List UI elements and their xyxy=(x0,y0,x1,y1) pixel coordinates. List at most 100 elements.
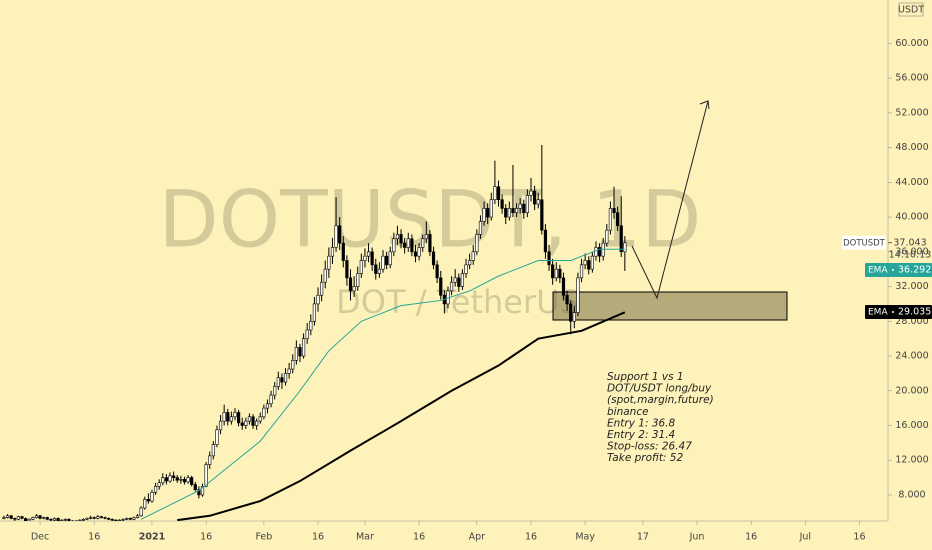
candle-body xyxy=(5,515,10,518)
candle-body xyxy=(125,518,129,520)
candle-body xyxy=(345,260,349,279)
candle-body xyxy=(341,242,345,261)
candle-body xyxy=(63,518,67,521)
candle-body xyxy=(42,517,46,519)
candle-body xyxy=(468,260,472,266)
candle-body xyxy=(251,416,255,426)
candle-body xyxy=(204,464,208,487)
candle-body xyxy=(135,515,140,518)
candle-body xyxy=(164,477,169,482)
candle-body xyxy=(312,303,317,322)
currency: USDT xyxy=(898,5,924,16)
candle-body xyxy=(218,420,223,431)
candle-body xyxy=(31,517,35,520)
arrow-head xyxy=(699,100,710,110)
candle-body xyxy=(406,238,410,248)
candle-body xyxy=(608,208,613,231)
candle-body xyxy=(594,247,598,257)
candle-body xyxy=(569,303,573,322)
support-zone xyxy=(552,291,788,321)
candle-body xyxy=(363,255,367,261)
ema-separator xyxy=(892,269,894,271)
candle-body xyxy=(399,234,403,244)
candle-body xyxy=(374,264,378,274)
candle-body xyxy=(190,477,194,485)
candle-body xyxy=(298,347,302,357)
candle-body xyxy=(366,251,371,257)
candle-body xyxy=(150,492,154,502)
candle-body xyxy=(352,286,356,292)
symbol-label: DOTUSDT xyxy=(843,238,886,248)
candle-body xyxy=(56,518,60,521)
candle-body xyxy=(161,477,165,484)
candle-body xyxy=(392,238,396,253)
candle-body xyxy=(240,422,244,426)
candle-body xyxy=(208,455,212,465)
candle-body xyxy=(244,420,248,426)
candle-body xyxy=(132,517,136,520)
note-line: Stop-loss: 26.47 xyxy=(607,441,692,453)
candle-body xyxy=(529,190,533,196)
candle-body xyxy=(211,444,215,457)
candle-body xyxy=(572,312,576,322)
candle-body xyxy=(482,208,486,222)
note-line: Take profit: 52 xyxy=(607,452,683,464)
candle-body xyxy=(623,242,627,253)
candle-body xyxy=(265,403,270,409)
candle-body xyxy=(424,234,428,240)
candle-body xyxy=(590,255,594,270)
candle-body xyxy=(403,242,407,248)
ema-separator xyxy=(892,311,894,313)
candle-body xyxy=(460,273,465,287)
candle-body xyxy=(237,412,241,424)
candle-body xyxy=(471,251,475,261)
candle-body xyxy=(146,498,150,502)
candle-body xyxy=(45,517,49,520)
candle-body xyxy=(186,477,190,483)
candle-body xyxy=(117,519,122,521)
candle-body xyxy=(13,518,17,520)
candle-body xyxy=(388,251,392,266)
candle-body xyxy=(49,518,53,521)
candle-body xyxy=(269,394,273,405)
candle-body xyxy=(381,255,385,270)
candle-body xyxy=(175,477,179,481)
candle-body xyxy=(421,238,425,248)
x-tick-label: 16 xyxy=(200,532,212,543)
candle-body xyxy=(305,329,309,339)
watermark-subtitle: DOT / TetherUS xyxy=(336,283,580,321)
candle-body xyxy=(410,238,414,253)
candle-body xyxy=(500,199,504,209)
x-tick-label: 16 xyxy=(525,532,537,543)
candle-body xyxy=(558,268,562,279)
candle-body xyxy=(395,234,400,240)
candle-body xyxy=(301,338,306,357)
y-tick-label: 24.000 xyxy=(895,351,928,362)
candle-body xyxy=(612,208,616,214)
candle-body xyxy=(172,475,176,478)
symbol-tag xyxy=(842,235,886,250)
x-tick-label: 16 xyxy=(745,532,757,543)
ema-tag xyxy=(865,305,932,319)
candle-body xyxy=(121,518,125,521)
y-tick-label: 16.000 xyxy=(895,420,928,431)
candle-body xyxy=(273,386,277,396)
candle-body xyxy=(34,515,39,518)
candle-body xyxy=(92,517,96,519)
candle-body xyxy=(226,412,230,422)
y-tick-label: 32.000 xyxy=(895,281,928,292)
candle-body xyxy=(85,518,89,520)
note-line: (spot,margin,future) xyxy=(607,394,714,406)
candle-body xyxy=(60,519,64,521)
x-tick-label: Jul xyxy=(799,532,811,543)
y-tick-label: 36.000 xyxy=(895,246,928,257)
candle-body xyxy=(348,277,353,292)
candle-body xyxy=(554,268,558,279)
currency-box xyxy=(898,2,924,17)
candle-body xyxy=(475,234,479,253)
candle-body xyxy=(96,516,100,519)
candle-body xyxy=(525,195,529,214)
candle-body xyxy=(359,260,363,274)
candle-body xyxy=(200,485,205,496)
candle-body xyxy=(67,518,71,521)
